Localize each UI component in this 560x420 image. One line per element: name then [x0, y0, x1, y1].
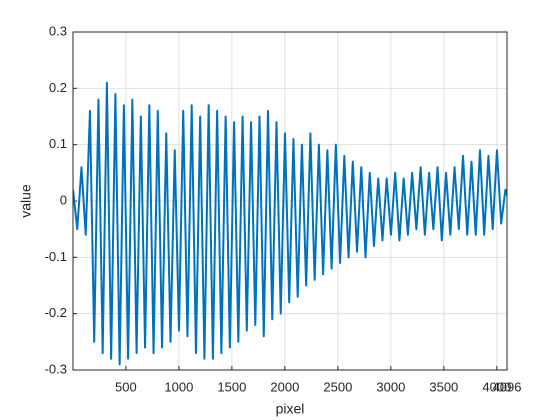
x-tick-label: 4096: [493, 379, 522, 394]
y-tick-label: 0.1: [49, 136, 67, 151]
axes-box: [72, 31, 508, 371]
data-line: [73, 81, 507, 366]
y-tick-label: -0.1: [45, 249, 67, 264]
x-tick-label: 2500: [323, 379, 352, 394]
x-tick-label: 3000: [376, 379, 405, 394]
y-tick-label: 0.3: [49, 23, 67, 38]
x-tick-label: 500: [115, 379, 137, 394]
x-tick-label: 1000: [164, 379, 193, 394]
y-tick-label: -0.3: [45, 361, 67, 376]
x-tick-label: 3500: [429, 379, 458, 394]
x-tick-label: 2000: [270, 379, 299, 394]
y-tick-label: 0: [60, 192, 67, 207]
y-axis-label: value: [18, 184, 34, 218]
x-tick-label: 1500: [217, 379, 246, 394]
x-tick-label: 4000: [482, 379, 511, 394]
x-axis-label: pixel: [276, 401, 305, 417]
y-tick-label: -0.2: [45, 305, 67, 320]
y-tick-label: 0.2: [49, 80, 67, 95]
